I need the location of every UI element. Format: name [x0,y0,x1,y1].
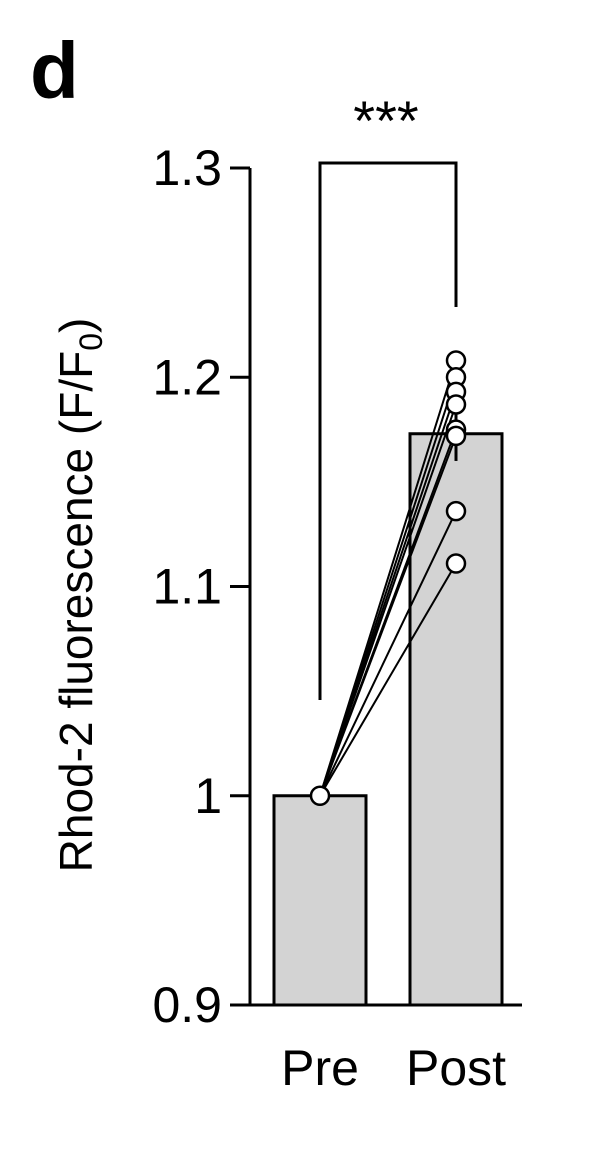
post-point [445,394,467,415]
y-tick-label: 1.3 [152,140,222,196]
y-tick-label: 0.9 [152,977,222,1033]
data-points [309,350,467,806]
axes [232,168,522,1007]
post-point [445,425,467,447]
category-label-pre: Pre [281,1040,359,1096]
paired-line [319,435,457,797]
post-point [445,500,467,522]
paired-lines [319,360,457,797]
significance-bracket: *** [318,89,458,700]
category-label-post: Post [406,1040,506,1096]
paired-line [319,562,457,797]
y-tick-label: 1.2 [152,349,222,405]
pre-point [309,785,331,806]
bar-post [408,432,504,1007]
bars [272,405,504,1007]
y-tick-label: 1 [194,768,222,824]
bar-pre [272,794,368,1007]
panel-label: d [30,26,79,115]
paired-line [319,404,457,797]
significance-label: *** [353,89,418,152]
paired-line [319,510,457,797]
post-point [445,350,467,371]
y-axis-ticks: 0.9 1 1.1 1.2 1.3 [152,140,250,1033]
post-point [445,553,467,574]
y-tick-label: 1.1 [152,559,222,615]
y-axis-label: Rhod-2 fluorescence (F/F0) [50,318,109,873]
